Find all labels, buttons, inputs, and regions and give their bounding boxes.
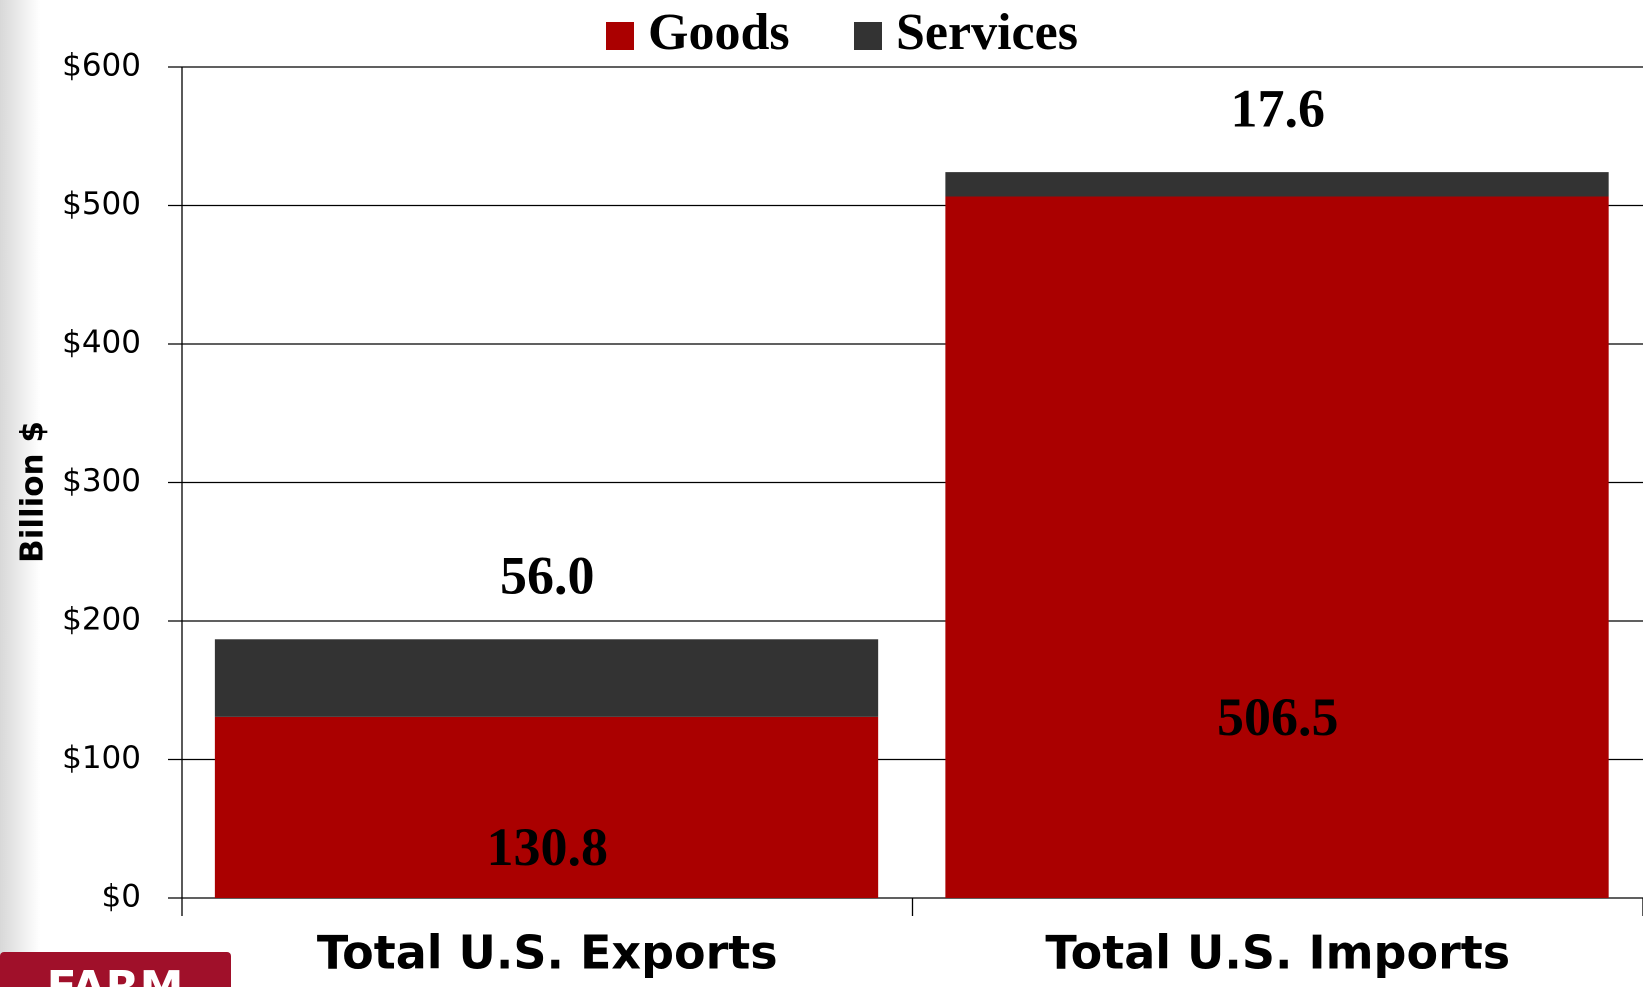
data-label: 56.0	[500, 546, 595, 606]
y-tick-label: $200	[62, 602, 141, 638]
logo	[0, 952, 231, 987]
legend-swatch	[606, 22, 634, 50]
data-label: 506.5	[1217, 687, 1339, 747]
y-tick-label: $500	[62, 186, 141, 222]
y-tick-label: $100	[62, 740, 141, 776]
background-edge	[0, 0, 40, 987]
data-label: 17.6	[1231, 79, 1326, 139]
y-tick-label: $0	[102, 879, 141, 915]
x-tick-label: Total U.S. Exports	[317, 926, 778, 980]
bar-segment	[214, 716, 879, 898]
y-tick-label: $400	[62, 325, 141, 361]
logo-text: FARM	[47, 962, 184, 987]
legend-label: Goods	[648, 4, 790, 61]
y-tick-label: $300	[62, 463, 141, 499]
data-label: 130.8	[487, 817, 609, 877]
bar-segment	[945, 196, 1609, 898]
legend-swatch	[854, 22, 882, 50]
y-tick-label: $600	[62, 48, 141, 84]
x-tick-label: Total U.S. Imports	[1045, 926, 1510, 980]
bar-segment	[945, 172, 1609, 197]
legend-label: Services	[896, 4, 1078, 61]
bar-segment	[214, 639, 879, 717]
y-axis-title: Billion $	[15, 421, 51, 563]
